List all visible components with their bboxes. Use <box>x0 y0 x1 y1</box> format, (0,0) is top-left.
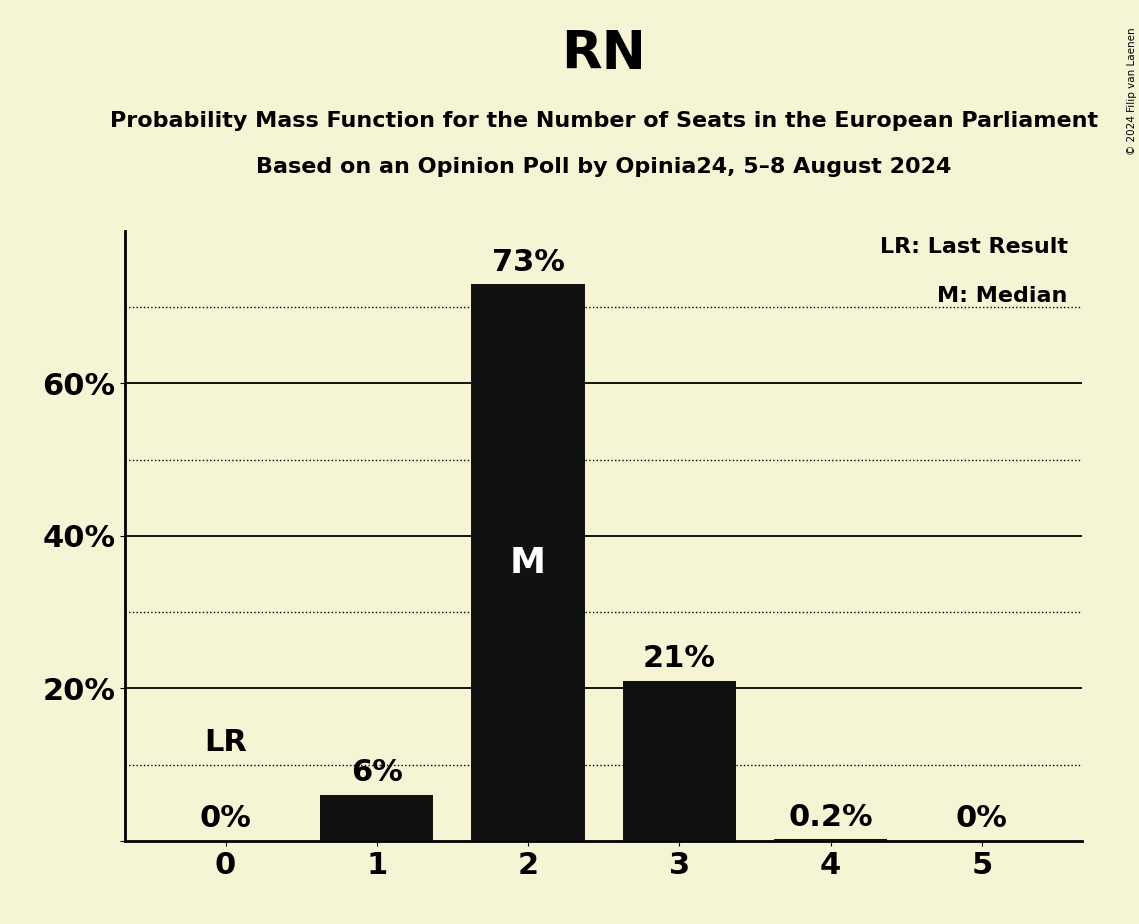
Text: 73%: 73% <box>492 248 565 277</box>
Text: 0.2%: 0.2% <box>788 803 872 832</box>
Text: 6%: 6% <box>351 759 403 787</box>
Text: 0%: 0% <box>199 804 252 833</box>
Bar <box>472 285 584 841</box>
Text: 21%: 21% <box>642 644 715 673</box>
Bar <box>320 795 434 841</box>
Bar <box>623 681 736 841</box>
Bar <box>773 839 887 841</box>
Text: M: Median: M: Median <box>937 286 1067 306</box>
Text: Based on an Opinion Poll by Opinia24, 5–8 August 2024: Based on an Opinion Poll by Opinia24, 5–… <box>256 157 951 177</box>
Text: LR: LR <box>204 728 247 757</box>
Text: 0%: 0% <box>956 804 1008 833</box>
Text: © 2024 Filip van Laenen: © 2024 Filip van Laenen <box>1126 28 1137 155</box>
Text: M: M <box>510 545 546 579</box>
Text: Probability Mass Function for the Number of Seats in the European Parliament: Probability Mass Function for the Number… <box>109 111 1098 131</box>
Text: RN: RN <box>562 28 646 79</box>
Text: LR: Last Result: LR: Last Result <box>879 237 1067 257</box>
